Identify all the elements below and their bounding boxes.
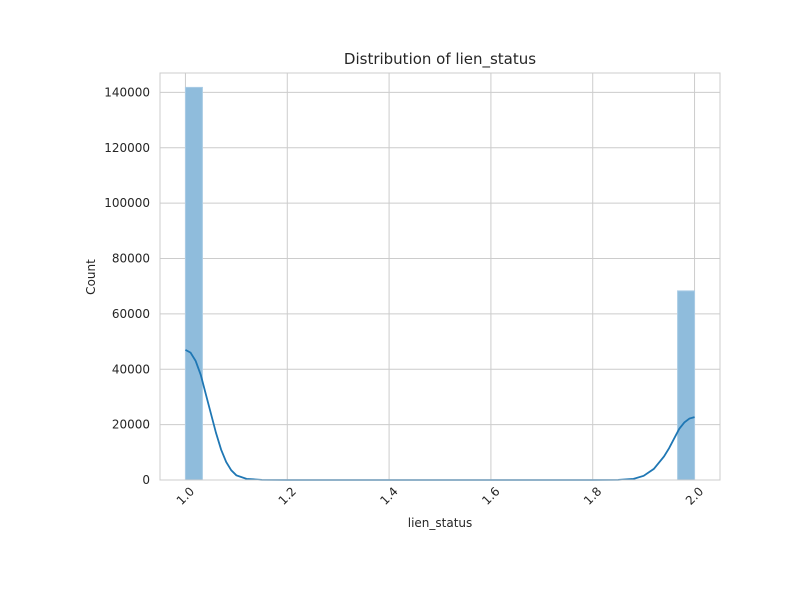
y-tick-label: 140000 [104, 85, 150, 99]
y-ticks: 0 20000 40000 60000 80000 100000 120000 140000 [104, 85, 150, 487]
y-axis-label: Count [84, 259, 98, 295]
grid-layer [160, 73, 720, 481]
x-tick-label: 1.8 [581, 484, 604, 507]
y-tick-label: 20000 [112, 418, 150, 432]
histogram-bar [184, 86, 203, 481]
y-tick-label: 40000 [112, 362, 150, 376]
x-tick-label: 1.2 [276, 484, 299, 507]
x-ticks: 1.0 1.2 1.4 1.6 1.8 2.0 [174, 484, 706, 507]
chart-title: Distribution of lien_status [344, 50, 536, 69]
x-tick-label: 2.0 [683, 484, 706, 507]
x-tick-label: 1.0 [174, 484, 197, 507]
y-tick-label: 120000 [104, 141, 150, 155]
plot-frame [159, 72, 721, 481]
y-tick-label: 0 [142, 473, 150, 487]
bars-layer [184, 86, 696, 481]
y-tick-label: 100000 [104, 196, 150, 210]
y-tick-label: 60000 [112, 307, 150, 321]
histogram-bar [677, 290, 696, 481]
x-tick-label: 1.4 [377, 484, 400, 507]
y-tick-label: 80000 [112, 252, 150, 266]
x-tick-label: 1.6 [479, 484, 502, 507]
x-axis-label: lien_status [408, 516, 473, 530]
